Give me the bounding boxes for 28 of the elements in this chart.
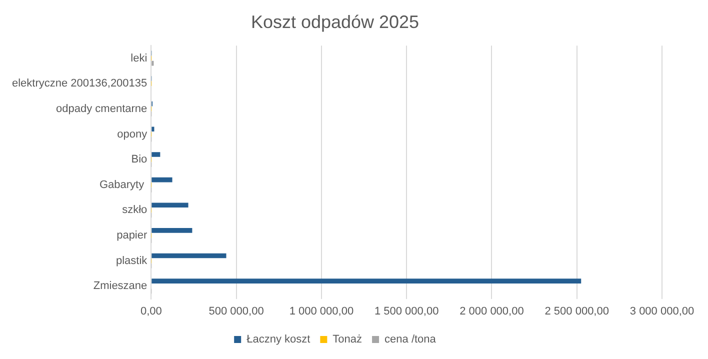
y-tick-label: plastik xyxy=(116,254,148,267)
y-tick-label: opony xyxy=(117,128,148,140)
y-tick-label: elektryczne 200136,200135 xyxy=(12,78,148,90)
y-tick-label: Bio xyxy=(131,154,148,166)
legend-label: cena /tona xyxy=(384,334,437,346)
x-tick-label: 2 500 000,00 xyxy=(544,305,609,318)
x-tick-label: 3 000 000,00 xyxy=(630,305,694,318)
bar xyxy=(152,126,154,132)
y-tick-label: papier xyxy=(116,230,148,242)
legend-label: Tonaż xyxy=(332,334,362,346)
x-tick-label: 500 000,00 xyxy=(208,305,264,318)
x-tick-label: 0,00 xyxy=(140,305,162,318)
y-tick-label: Zmieszane xyxy=(93,280,148,292)
y-tick-label: Gabaryty xyxy=(99,178,148,191)
legend-label: Łaczny koszt xyxy=(246,334,310,346)
y-tick-label: leki xyxy=(130,52,148,64)
y-tick-label: odpady cmentarne xyxy=(56,102,148,115)
bar xyxy=(152,202,188,208)
x-tick-label: 1 000 000,00 xyxy=(289,305,354,318)
bar xyxy=(152,152,160,157)
bar xyxy=(152,177,172,182)
bar xyxy=(152,228,192,233)
y-tick-label: szkło xyxy=(122,204,148,216)
bar xyxy=(152,253,226,258)
chart-title: Koszt odpadów 2025 xyxy=(250,12,420,32)
bar xyxy=(152,278,582,284)
x-tick-label: 2 000 000,00 xyxy=(460,305,524,318)
x-tick-label: 1 500 000,00 xyxy=(374,305,439,318)
